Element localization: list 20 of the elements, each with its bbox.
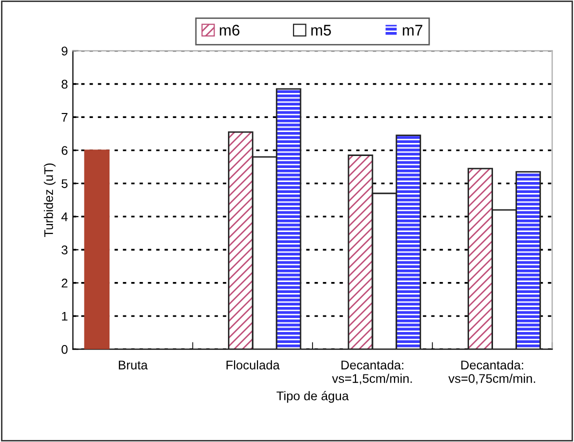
y-tick-label: 8 [62, 80, 68, 89]
bar [84, 150, 110, 350]
legend-label: m5 [311, 24, 331, 36]
x-axis-title: Tipo de água [276, 390, 349, 403]
y-axis-title: Turbidez (uT) [44, 164, 56, 237]
legend-label: m7 [402, 24, 422, 36]
y-tick-label: 9 [62, 46, 68, 56]
x-tick-label: Floculada [226, 360, 280, 370]
y-tick-label: 2 [62, 278, 68, 288]
legend-label: m6 [220, 24, 240, 36]
y-tick-label: 4 [61, 212, 68, 222]
y-tick-label: 7 [62, 113, 68, 122]
y-tick-label: 3 [62, 246, 68, 254]
x-tick-label: Bruta [118, 360, 148, 370]
y-tick-label: 0 [62, 344, 68, 354]
y-tick-label: 5 [62, 179, 68, 188]
x-tick-label: Decantada: vs=0,75cm/min. [448, 360, 536, 384]
x-tick-label: Decantada: vs=1,5cm/min. [332, 360, 412, 384]
y-tick-label: 1 [62, 312, 68, 321]
y-tick-label: 6 [62, 146, 68, 155]
